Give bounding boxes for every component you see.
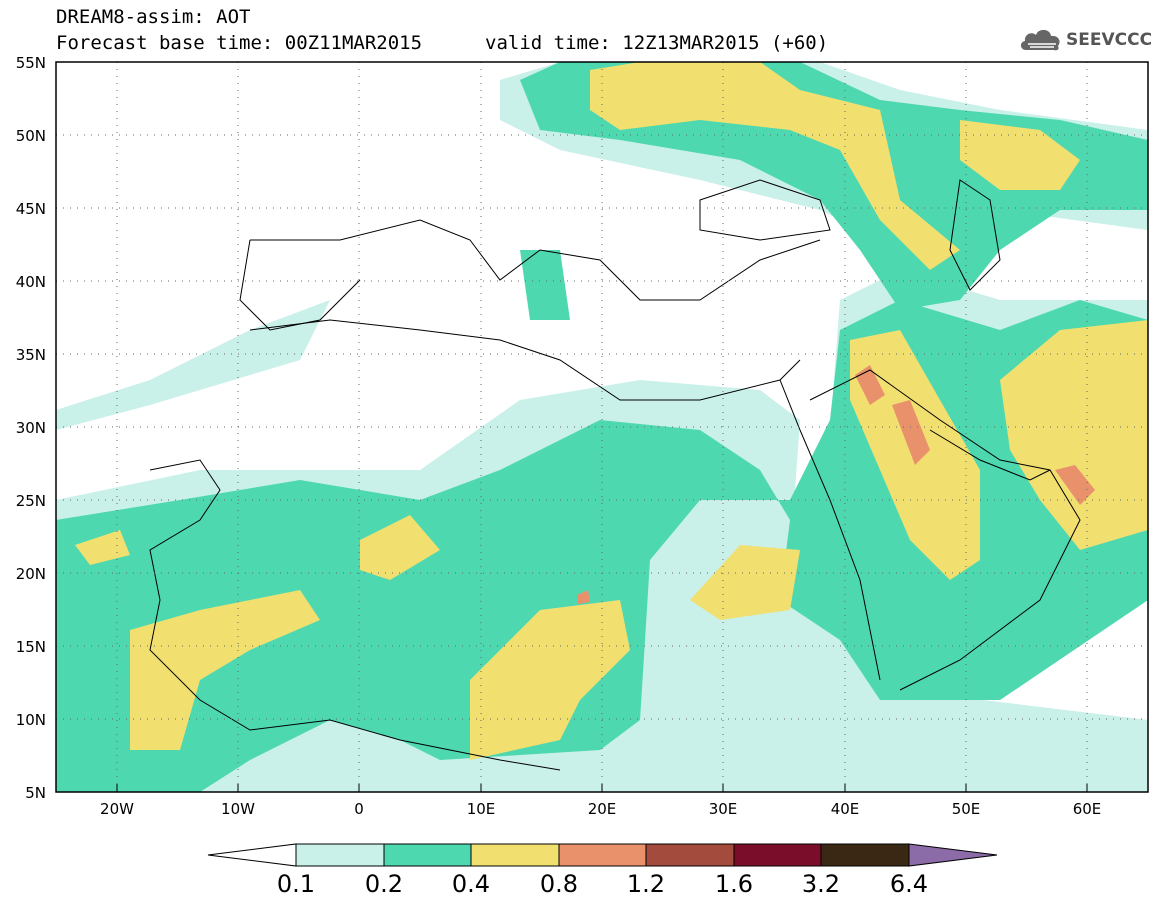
colorbar-label-0-4: 0.4 bbox=[451, 870, 491, 898]
cloud-icon bbox=[1020, 29, 1060, 51]
coast-caspian bbox=[949, 179, 1001, 291]
lat-label-5n: 5N bbox=[25, 784, 46, 802]
colorbar-swatch-5 bbox=[645, 843, 735, 867]
lon-label-20e: 20E bbox=[587, 800, 617, 818]
lat-label-55n: 55N bbox=[15, 54, 46, 72]
aot-band-08-iraq bbox=[855, 365, 885, 405]
colorbar-label-0-1: 0.1 bbox=[276, 870, 316, 898]
coast-persian-gulf bbox=[929, 429, 1051, 481]
logo: SEEVCCC bbox=[1018, 24, 1152, 56]
colorbar-label-1-6: 1.6 bbox=[714, 870, 754, 898]
lat-label-25n: 25N bbox=[15, 492, 46, 510]
aot-band-04-coast bbox=[75, 530, 130, 565]
colorbar-under bbox=[207, 843, 297, 867]
lat-label-40n: 40N bbox=[15, 273, 46, 291]
colorbar-label-1-2: 1.2 bbox=[626, 870, 666, 898]
lon-label-50e: 50E bbox=[951, 800, 981, 818]
coast-iberia bbox=[239, 239, 361, 331]
colorbar-swatch-6 bbox=[733, 843, 822, 867]
gridlines bbox=[56, 62, 1148, 792]
colorbar bbox=[207, 843, 998, 867]
lat-label-20n: 20N bbox=[15, 565, 46, 583]
aot-band-04-caspian bbox=[960, 120, 1080, 190]
aot-band-04-north bbox=[590, 62, 960, 270]
aot-band-04-westafrica bbox=[130, 590, 320, 750]
lat-label-50n: 50N bbox=[15, 127, 46, 145]
colorbar-swatch-2 bbox=[383, 843, 472, 867]
colorbar-swatch-7 bbox=[820, 843, 910, 867]
coast-africa-west bbox=[149, 459, 561, 771]
aot-band-04-sudan bbox=[690, 545, 800, 620]
colorbar-swatch-1 bbox=[295, 843, 385, 867]
coastlines bbox=[149, 179, 1081, 771]
lon-label-30e: 30E bbox=[708, 800, 738, 818]
aot-band-08-chad bbox=[577, 590, 590, 604]
colorbar-label-3-2: 3.2 bbox=[801, 870, 841, 898]
aot-band-01-sahel bbox=[56, 300, 330, 430]
coast-black-sea bbox=[699, 179, 831, 241]
colorbar-over bbox=[908, 843, 998, 867]
lat-label-30n: 30N bbox=[15, 419, 46, 437]
valid-time: valid time: 12Z13MAR2015 (+60) bbox=[485, 32, 829, 54]
aot-band-04-gulf bbox=[1000, 320, 1148, 550]
lon-label-10w: 10W bbox=[221, 800, 255, 818]
colorbar-label-0-8: 0.8 bbox=[539, 870, 579, 898]
colorbar-label-6-4: 6.4 bbox=[889, 870, 929, 898]
logo-text: SEEVCCC bbox=[1066, 30, 1153, 50]
lon-label-20w: 20W bbox=[100, 800, 134, 818]
lat-label-35n: 35N bbox=[15, 346, 46, 364]
title-line-1: DREAM8-assim: AOT bbox=[56, 6, 251, 28]
aot-band-08-oman bbox=[1055, 465, 1095, 505]
lon-label-40e: 40E bbox=[830, 800, 860, 818]
lon-label-0: 0 bbox=[354, 800, 364, 818]
coast-med-south bbox=[249, 319, 801, 401]
lat-label-15n: 15N bbox=[15, 638, 46, 656]
aot-band-02-balkans bbox=[520, 250, 570, 320]
lat-label-45n: 45N bbox=[15, 200, 46, 218]
lat-label-10n: 10N bbox=[15, 711, 46, 729]
tick-marks bbox=[116, 784, 1088, 792]
colorbar-swatch-3 bbox=[470, 843, 560, 867]
title-line-2: Forecast base time: 00Z11MAR2015 bbox=[56, 32, 423, 54]
lon-label-60e: 60E bbox=[1072, 800, 1102, 818]
coast-red-sea bbox=[779, 379, 881, 681]
aot-band-04-chad bbox=[470, 600, 630, 760]
colorbar-swatch-4 bbox=[558, 843, 647, 867]
aot-band-04-mali bbox=[360, 515, 440, 580]
colorbar-label-0-2: 0.2 bbox=[364, 870, 404, 898]
lon-label-10e: 10E bbox=[466, 800, 496, 818]
coast-europe bbox=[250, 219, 821, 301]
aot-band-08-saudi bbox=[892, 400, 930, 465]
